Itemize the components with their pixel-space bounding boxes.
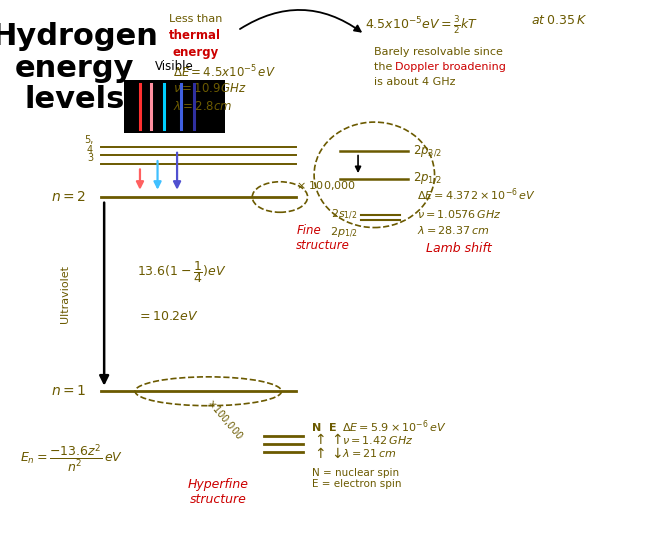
- Text: $4.5x10^{-5}eV = \frac{3}{2}kT$: $4.5x10^{-5}eV = \frac{3}{2}kT$: [365, 14, 478, 36]
- Text: N  E: N E: [312, 423, 337, 433]
- Text: 5,: 5,: [84, 135, 93, 145]
- Text: $13.6(1-\dfrac{1}{4})eV$: $13.6(1-\dfrac{1}{4})eV$: [137, 259, 226, 285]
- Text: $\times$100,000: $\times$100,000: [204, 396, 245, 442]
- Text: $=10.2eV$: $=10.2eV$: [137, 310, 199, 323]
- Text: $n=1$: $n=1$: [51, 384, 87, 398]
- Text: $\uparrow\uparrow$: $\uparrow\uparrow$: [312, 432, 343, 447]
- Text: $\nu = 10.9GHz$: $\nu = 10.9GHz$: [173, 82, 246, 95]
- Text: 4: 4: [87, 145, 93, 155]
- Text: $E_n = \dfrac{-13.6z^2}{n^2}\,eV$: $E_n = \dfrac{-13.6z^2}{n^2}\,eV$: [20, 442, 122, 474]
- Text: Ultraviolet: Ultraviolet: [60, 265, 70, 323]
- Bar: [124, 80, 225, 133]
- Text: Barely resolvable since: Barely resolvable since: [374, 47, 503, 57]
- Text: $\Delta E = 4.5x10^{-5}\,eV$: $\Delta E = 4.5x10^{-5}\,eV$: [173, 64, 275, 80]
- Text: Lamb shift: Lamb shift: [426, 241, 492, 255]
- Text: is about 4 GHz: is about 4 GHz: [374, 77, 456, 87]
- Text: $\lambda = 21\,cm$: $\lambda = 21\,cm$: [342, 447, 396, 459]
- Text: $\uparrow\downarrow$: $\uparrow\downarrow$: [312, 447, 343, 461]
- Text: $\times$ 100,000: $\times$ 100,000: [296, 179, 356, 193]
- Text: $\lambda = 2.8cm$: $\lambda = 2.8cm$: [173, 100, 232, 113]
- Text: $\nu = 1.0576\,GHz$: $\nu = 1.0576\,GHz$: [417, 208, 501, 220]
- Text: Doppler broadening: Doppler broadening: [395, 62, 506, 72]
- Text: energy: energy: [172, 46, 219, 58]
- Text: $\nu = 1.42\,GHz$: $\nu = 1.42\,GHz$: [342, 433, 413, 446]
- Text: $at\;0.35\,K$: $at\;0.35\,K$: [531, 14, 587, 27]
- Text: Fine
structure: Fine structure: [296, 224, 350, 251]
- Text: thermal: thermal: [169, 29, 221, 42]
- Text: 3: 3: [87, 153, 93, 163]
- Text: Hydrogen
energy
levels: Hydrogen energy levels: [0, 22, 158, 114]
- Text: N = nuclear spin: N = nuclear spin: [312, 468, 400, 478]
- Text: $2p_{1/2}$: $2p_{1/2}$: [413, 171, 443, 186]
- Text: E = electron spin: E = electron spin: [312, 479, 402, 489]
- Text: Hyperfine
structure: Hyperfine structure: [187, 478, 249, 506]
- Text: Visible: Visible: [155, 60, 193, 73]
- Text: $n=2$: $n=2$: [51, 190, 87, 204]
- Text: $2s_{1/2}$: $2s_{1/2}$: [331, 208, 357, 222]
- Text: $\lambda = 28.37\,cm$: $\lambda = 28.37\,cm$: [417, 224, 489, 236]
- Text: $\Delta E = 4.372\times10^{-6}\,eV$: $\Delta E = 4.372\times10^{-6}\,eV$: [417, 186, 535, 203]
- Text: $2p_{3/2}$: $2p_{3/2}$: [413, 143, 443, 159]
- Text: $\Delta E = 5.9\times10^{-6}\,eV$: $\Delta E = 5.9\times10^{-6}\,eV$: [342, 418, 447, 435]
- Text: the: the: [374, 62, 396, 72]
- Text: Less than: Less than: [169, 14, 222, 24]
- Text: $2p_{1/2}$: $2p_{1/2}$: [330, 226, 357, 240]
